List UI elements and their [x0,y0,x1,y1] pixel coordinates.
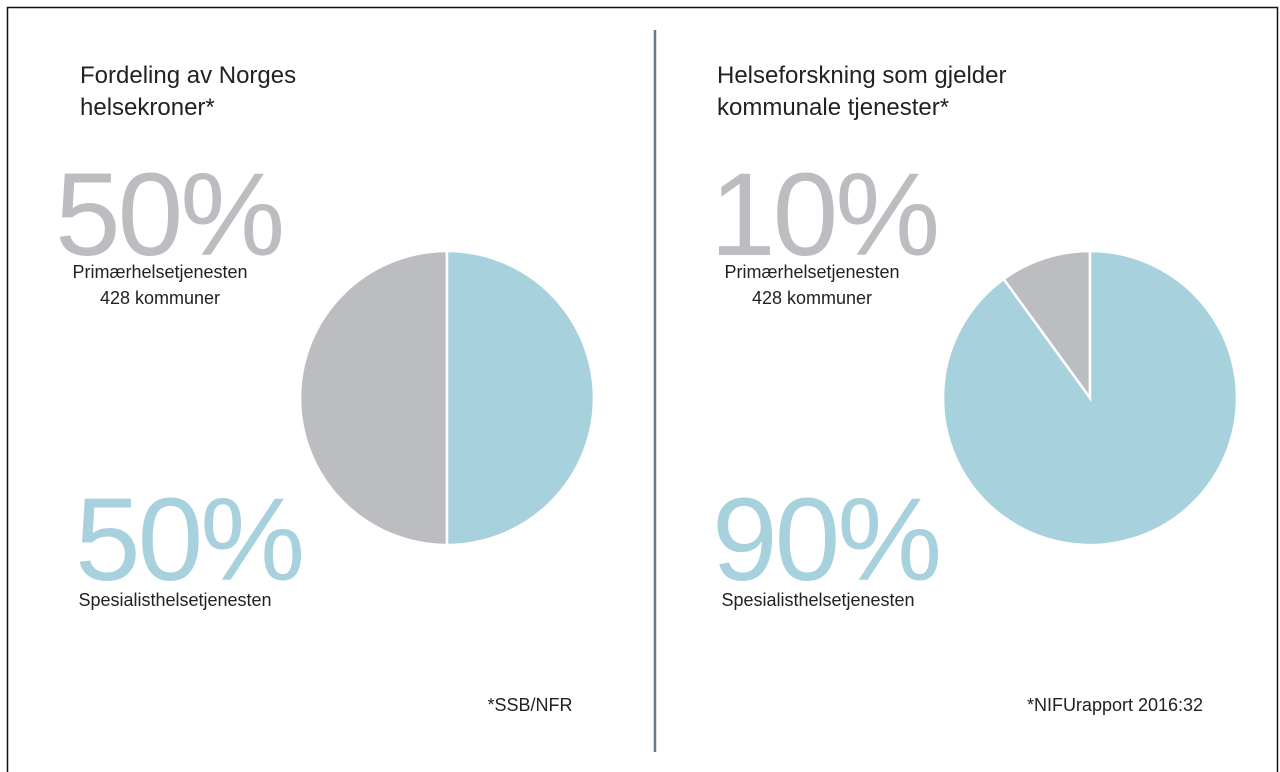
value-label: 90% [712,474,939,606]
value-label: 10% [710,149,937,281]
panel-title: Helseforskning som gjelder [717,62,1006,89]
pie-slice [1001,249,1092,402]
slice-name: Primærhelsetjenesten [724,262,899,282]
slice-name: Spesialisthelsetjenesten [78,590,271,610]
slice-name: Primærhelsetjenesten [72,262,247,282]
panel-title: kommunale tjenester* [717,94,949,121]
slice-name: Spesialisthelsetjenesten [721,590,914,610]
source-note: *NIFUrapport 2016:32 [1027,695,1203,715]
source-note: *SSB/NFR [487,695,572,715]
pie-slice [298,249,449,547]
panel-title: Fordeling av Norges [80,62,296,89]
pie-slice [941,249,1239,547]
slice-note: 428 kommuner [100,288,220,308]
panel-title: helsekroner* [80,94,215,121]
value-label: 50% [75,474,302,606]
slice-note: 428 kommuner [752,288,872,308]
value-label: 50% [55,149,282,281]
pie-slice [445,249,596,547]
